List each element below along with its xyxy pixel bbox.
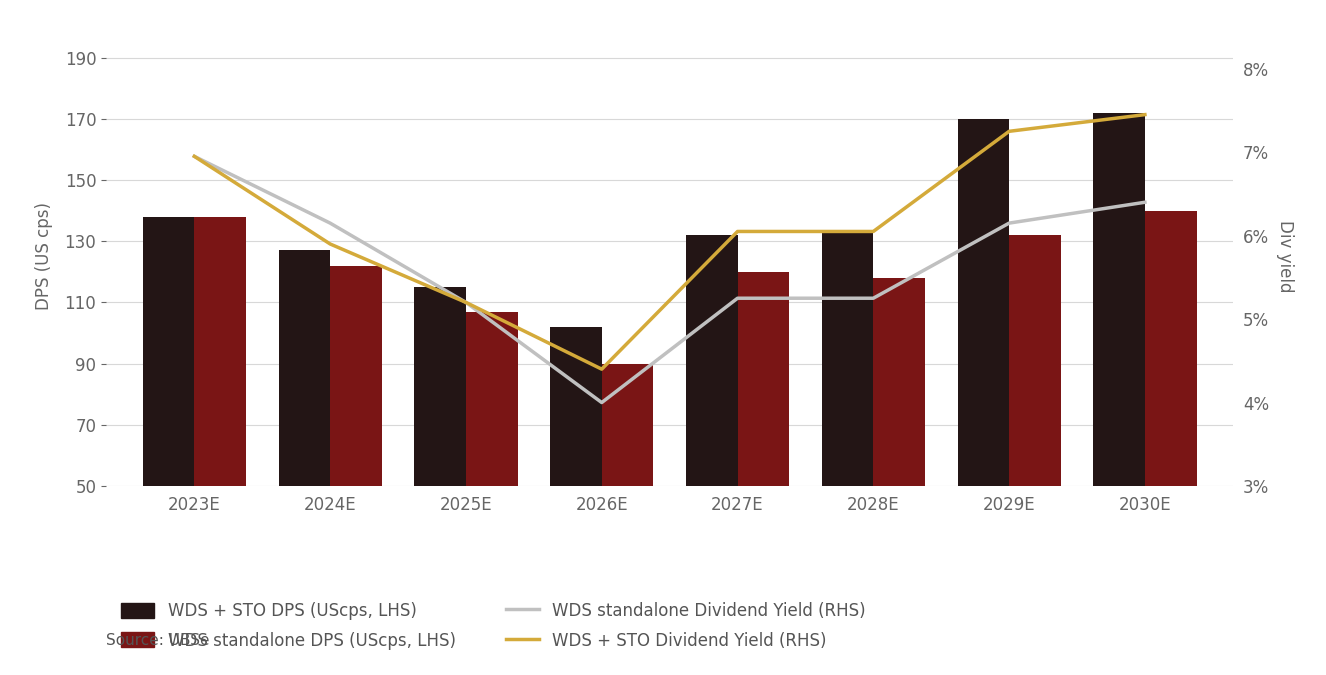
Bar	[1094, 113, 1144, 639]
Y-axis label: Div yield: Div yield	[1276, 220, 1294, 293]
Bar	[414, 287, 465, 639]
Bar	[278, 250, 330, 639]
Text: Source: UBSe: Source: UBSe	[106, 633, 210, 648]
Bar	[550, 327, 602, 639]
Bar	[957, 119, 1009, 639]
Bar	[1009, 235, 1061, 639]
Bar	[686, 235, 737, 639]
Bar	[874, 278, 926, 639]
Bar	[737, 272, 789, 639]
Bar	[465, 312, 517, 639]
Bar	[822, 232, 874, 639]
Bar	[330, 266, 382, 639]
Legend: WDS + STO DPS (UScps, LHS), WDS standalone DPS (UScps, LHS), WDS standalone Divi: WDS + STO DPS (UScps, LHS), WDS standalo…	[114, 595, 873, 656]
Bar	[602, 364, 654, 639]
Bar	[143, 217, 195, 639]
Bar	[1144, 211, 1196, 639]
Bar	[195, 217, 245, 639]
Y-axis label: DPS (US cps): DPS (US cps)	[36, 202, 53, 310]
